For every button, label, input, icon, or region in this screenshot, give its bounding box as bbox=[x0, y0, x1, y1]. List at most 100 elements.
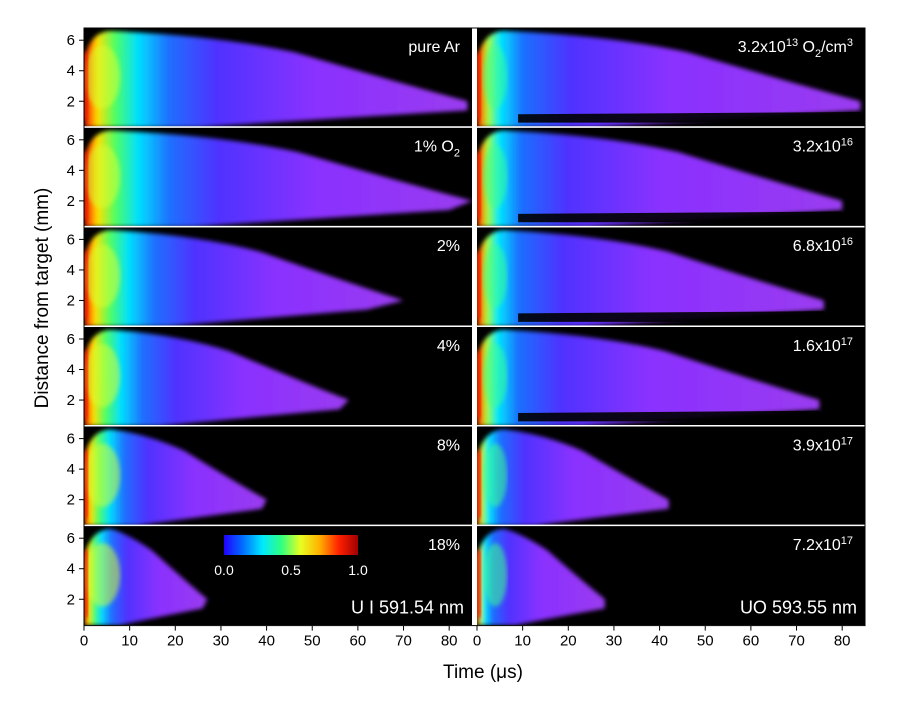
plume-envelope bbox=[477, 329, 820, 426]
y-tick-label: 4 bbox=[67, 63, 75, 80]
panel-label: 1.6x1017​ bbox=[793, 336, 853, 355]
plume-core bbox=[483, 443, 508, 507]
x-tick-label: 70 bbox=[395, 633, 412, 650]
plume-edge bbox=[84, 351, 88, 419]
y-tick-label: 2 bbox=[67, 292, 75, 309]
heatmap-panel bbox=[84, 127, 472, 227]
plume-core bbox=[84, 543, 121, 607]
colorbar-tick-label: 0.5 bbox=[281, 562, 301, 578]
plume-core bbox=[483, 45, 508, 109]
species-label: UO 593.55 nm bbox=[740, 598, 857, 618]
y-tick-label: 6 bbox=[67, 530, 75, 547]
plume-edge bbox=[477, 351, 481, 419]
plume-edge bbox=[84, 450, 88, 518]
x-tick-label: 40 bbox=[651, 633, 668, 650]
plume-edge bbox=[477, 550, 481, 618]
x-tick-label: 60 bbox=[350, 633, 367, 650]
colorbar bbox=[224, 535, 358, 555]
plume-edge bbox=[477, 152, 481, 220]
y-tick-label: 2 bbox=[67, 193, 75, 210]
plume-envelope bbox=[477, 31, 861, 128]
heatmap-panel bbox=[477, 127, 865, 227]
x-tick-label: 30 bbox=[213, 633, 230, 650]
plume-edge bbox=[84, 251, 88, 319]
plume-core bbox=[483, 244, 508, 308]
y-tick-label: 4 bbox=[67, 362, 75, 379]
plume-edge bbox=[84, 152, 88, 220]
x-tick-label: 0 bbox=[80, 633, 88, 650]
heatmap-panel bbox=[477, 526, 865, 626]
x-tick-label: 70 bbox=[788, 633, 805, 650]
y-tick-label: 6 bbox=[67, 331, 75, 348]
y-tick-label: 2 bbox=[67, 392, 75, 409]
gap-band bbox=[518, 410, 820, 422]
plume-core bbox=[84, 443, 121, 507]
tick-layer: 0 10 20 30 40 50 60 70 80 0 10 20 30 40 50 60 70 80 2 4 6 2 4 6… bbox=[67, 32, 851, 649]
plot-frame bbox=[83, 27, 866, 627]
plume-core bbox=[483, 144, 508, 209]
heatmap-panel bbox=[477, 326, 865, 426]
panel-label: 2% bbox=[437, 238, 460, 255]
heatmap-panel bbox=[84, 426, 472, 526]
y-tick-label: 2 bbox=[67, 492, 75, 509]
y-tick-label: 2 bbox=[67, 591, 75, 608]
panel-label: 3.2x1013​ O2​/cm3​ bbox=[738, 37, 853, 60]
plume-edge bbox=[477, 450, 481, 518]
x-tick-label: 60 bbox=[743, 633, 760, 650]
y-tick-label: 2 bbox=[67, 93, 75, 110]
panel-label: 7.2x1017​ bbox=[793, 535, 853, 554]
plume-envelope bbox=[84, 429, 267, 526]
x-tick-label: 50 bbox=[304, 633, 321, 650]
panel-label: 8% bbox=[437, 437, 460, 454]
colorbar-tick-label: 0.0 bbox=[214, 562, 234, 578]
plume-envelope bbox=[84, 329, 349, 426]
x-axis-label: Time (μs) bbox=[443, 662, 523, 683]
y-tick-label: 6 bbox=[67, 32, 75, 49]
plume-core bbox=[84, 244, 121, 308]
heatmap-panel bbox=[477, 426, 865, 526]
panel-label: 4% bbox=[437, 338, 460, 355]
plume-core bbox=[84, 45, 121, 109]
gap-band bbox=[518, 111, 861, 123]
y-axis-label: Distance from target (mm) bbox=[32, 188, 53, 409]
plume-core bbox=[483, 343, 508, 408]
plume-edge bbox=[477, 251, 481, 319]
x-tick-label: 80 bbox=[441, 633, 458, 650]
heatmap-panel bbox=[477, 227, 865, 327]
heatmap-panel bbox=[477, 28, 865, 128]
plume-envelope bbox=[477, 230, 824, 327]
y-tick-label: 4 bbox=[67, 162, 75, 179]
y-tick-label: 4 bbox=[67, 262, 75, 279]
species-label: U I 591.54 nm bbox=[351, 598, 464, 618]
y-tick-label: 4 bbox=[67, 461, 75, 478]
x-tick-label: 10 bbox=[514, 633, 531, 650]
y-tick-label: 6 bbox=[67, 431, 75, 448]
x-tick-label: 20 bbox=[167, 633, 184, 650]
panel-label: 3.2x1016​ bbox=[793, 137, 853, 156]
heatmap-panel bbox=[84, 28, 472, 128]
panel-label: 1% O2​ bbox=[414, 139, 460, 160]
plume-envelope bbox=[84, 230, 404, 327]
plume-envelope bbox=[84, 31, 468, 128]
gap-band bbox=[518, 211, 843, 223]
plume-envelope bbox=[477, 429, 669, 526]
colorbar-tick-label: 1.0 bbox=[348, 562, 368, 578]
y-tick-label: 4 bbox=[67, 561, 75, 578]
y-tick-label: 6 bbox=[67, 231, 75, 248]
plume-envelope bbox=[477, 130, 843, 227]
panel-label: 3.9x1017​ bbox=[793, 435, 853, 454]
plume-edge bbox=[84, 550, 88, 618]
x-tick-label: 80 bbox=[834, 633, 851, 650]
plume-core bbox=[483, 543, 508, 607]
panel-grid bbox=[84, 28, 865, 626]
panel-label: 18% bbox=[428, 537, 460, 554]
plume-core bbox=[84, 343, 121, 408]
x-tick-label: 50 bbox=[697, 633, 714, 650]
heatmap-panel bbox=[84, 326, 472, 426]
panel-label: pure Ar bbox=[408, 39, 460, 56]
plume-core bbox=[84, 144, 121, 209]
y-tick-label: 6 bbox=[67, 132, 75, 149]
x-tick-label: 40 bbox=[258, 633, 275, 650]
x-tick-label: 20 bbox=[560, 633, 577, 650]
